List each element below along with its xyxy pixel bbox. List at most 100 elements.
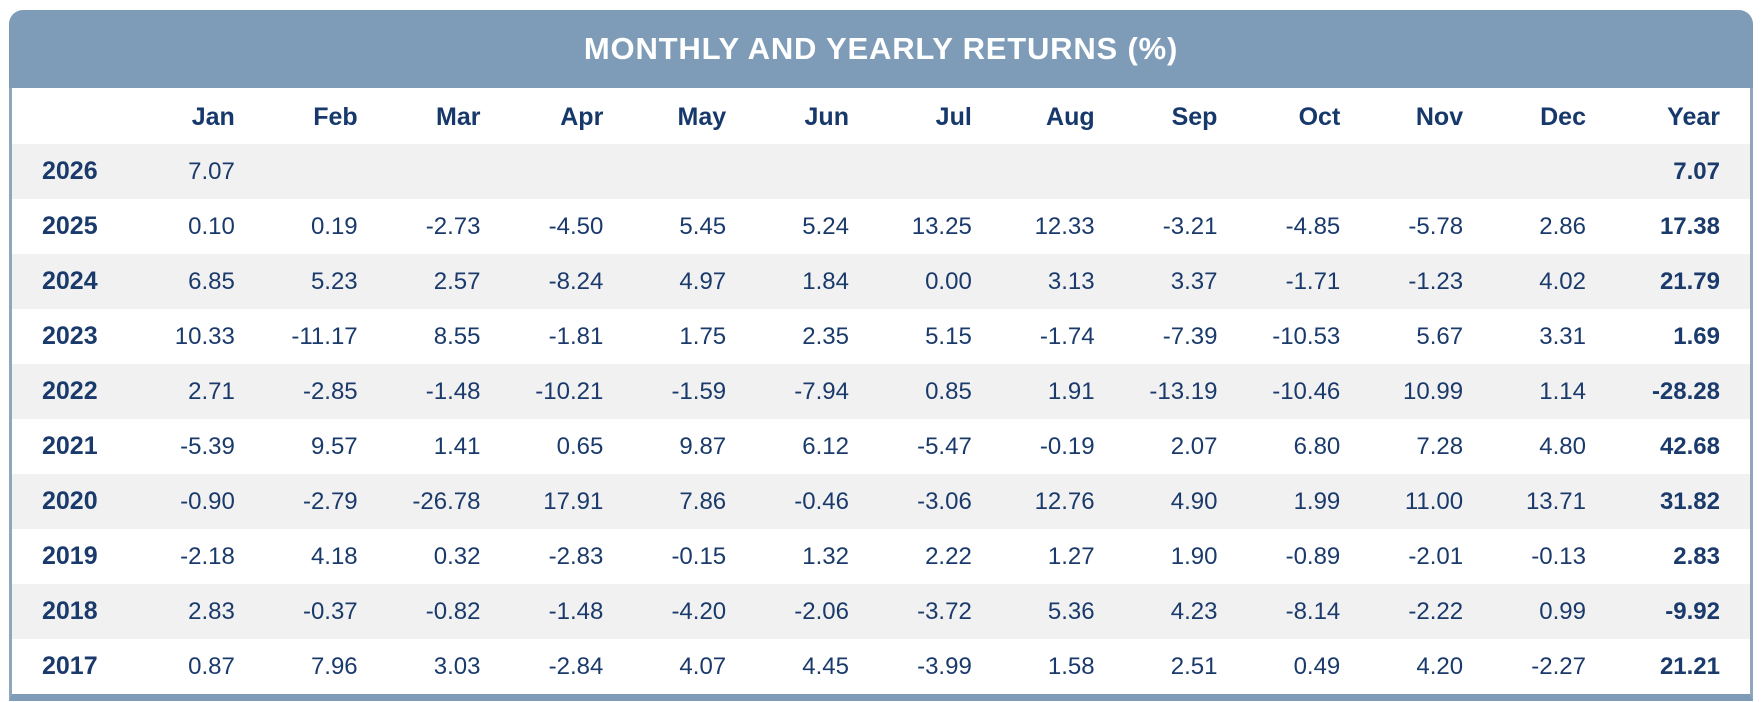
table-row: 2017 0.87 7.96 3.03 -2.84 4.07 4.45 -3.99 1.58 2.… [12,639,1750,694]
month-value: 0.10 [188,212,235,240]
month-value: 5.23 [310,267,358,295]
month-value: 1.14 [1539,377,1586,405]
year-total-value: 31.82 [1659,487,1720,515]
month-value: -2.83 [548,542,604,570]
month-value: 4.97 [679,267,727,295]
year-total-value: 17.38 [1659,212,1720,240]
month-value: 3.03 [433,652,481,680]
month-value: 2.86 [1539,212,1586,240]
column-header-sep: Sep [1106,88,1230,144]
column-header-aug: Aug [983,88,1107,144]
month-value: -5.78 [1408,212,1464,240]
month-value: -2.73 [425,212,481,240]
year-label: 2023 [42,322,98,350]
month-value: 1.41 [433,432,481,460]
column-header-apr: Apr [492,88,616,144]
month-value: 0.87 [188,652,235,680]
month-value: 6.12 [802,432,849,460]
month-value: 9.57 [310,432,358,460]
month-value: -0.46 [794,487,849,515]
month-value: 4.80 [1539,432,1586,460]
month-value: 12.33 [1034,212,1095,240]
month-value: 1.75 [679,322,727,350]
month-value: -2.06 [794,597,849,625]
table-title-bar: MONTHLY AND YEARLY RETURNS (%) [9,10,1753,88]
month-value: 6.80 [1293,432,1341,460]
month-value: 2.83 [188,597,235,625]
year-total-value: 21.79 [1659,267,1720,295]
month-value: 12.76 [1034,487,1095,515]
year-total-value: -28.28 [1651,377,1720,405]
month-value: 3.37 [1170,267,1218,295]
month-value: 2.35 [802,322,849,350]
month-value [1475,144,1598,199]
year-label: 2019 [42,542,98,570]
table-row: 2018 2.83 -0.37 -0.82 -1.48 -4.20 -2.06 -3.72 5.… [12,584,1750,639]
month-value: -1.48 [548,597,604,625]
year-total-value: 42.68 [1659,432,1720,460]
month-value: 5.45 [679,212,727,240]
month-value: -3.06 [917,487,972,515]
year-label: 2022 [42,377,98,405]
column-header-year: Year [1598,88,1750,144]
month-value: 10.99 [1403,377,1464,405]
month-value: 2.22 [925,542,972,570]
month-value: -0.15 [671,542,727,570]
month-value: -0.82 [425,597,481,625]
month-value: 7.07 [188,157,235,185]
month-value: -1.48 [425,377,481,405]
table-rows: 2026 7.07 7.07 2025 0.10 0.19 -2.73 -4.50 5.45 5.… [12,144,1750,694]
month-value: -0.90 [180,487,235,515]
month-value: 1.84 [802,267,849,295]
month-value: 0.65 [556,432,604,460]
month-value: 1.58 [1047,652,1095,680]
month-value: 5.15 [925,322,972,350]
month-value: -1.23 [1408,267,1464,295]
month-value: -8.24 [548,267,604,295]
header-row: Jan Feb Mar Apr May Jun Jul Aug Sep Oct Nov Dec Year [12,88,1750,144]
column-header-jul: Jul [860,88,984,144]
year-label: 2025 [42,212,98,240]
month-value: 0.85 [925,377,972,405]
month-value: -1.59 [671,377,727,405]
month-value: 13.71 [1525,487,1586,515]
month-value: 1.32 [802,542,849,570]
year-label: 2026 [42,157,98,185]
column-header-jan: Jan [124,88,247,144]
month-value: -5.47 [917,432,972,460]
month-value [1107,144,1230,199]
month-value: -4.50 [548,212,604,240]
month-value [247,144,370,199]
month-value: 5.67 [1416,322,1464,350]
month-value [1229,144,1352,199]
table-row: 2026 7.07 7.07 [12,144,1750,199]
month-value: -8.14 [1285,597,1341,625]
month-value: 6.85 [188,267,235,295]
table-title: MONTHLY AND YEARLY RETURNS (%) [583,31,1179,66]
month-value: 5.36 [1047,597,1095,625]
month-value: 3.13 [1047,267,1095,295]
month-value: 0.19 [310,212,358,240]
month-value: -2.84 [548,652,604,680]
year-label: 2018 [42,597,98,625]
month-value: -10.46 [1272,377,1341,405]
table-body-container: Jan Feb Mar Apr May Jun Jul Aug Sep Oct Nov Dec Year… [9,88,1753,701]
monthly-returns-table: Jan Feb Mar Apr May Jun Jul Aug Sep Oct Nov Dec Year… [12,88,1750,694]
month-value: -0.13 [1531,542,1586,570]
month-value: -5.39 [180,432,235,460]
month-value: 4.18 [310,542,358,570]
month-value: 4.02 [1539,267,1586,295]
table-row: 2019 -2.18 4.18 0.32 -2.83 -0.15 1.32 2.22 1.27 1… [12,529,1750,584]
month-value: 4.23 [1170,597,1218,625]
year-label: 2021 [42,432,98,460]
column-header-feb: Feb [246,88,370,144]
month-value: -10.21 [535,377,604,405]
month-value: -7.39 [1162,322,1218,350]
month-value: -2.22 [1408,597,1464,625]
month-value: 4.90 [1170,487,1218,515]
month-value: 8.55 [433,322,481,350]
column-header-dec: Dec [1475,88,1598,144]
month-value: 0.00 [925,267,972,295]
month-value: 7.86 [679,487,727,515]
month-value: -2.85 [302,377,358,405]
